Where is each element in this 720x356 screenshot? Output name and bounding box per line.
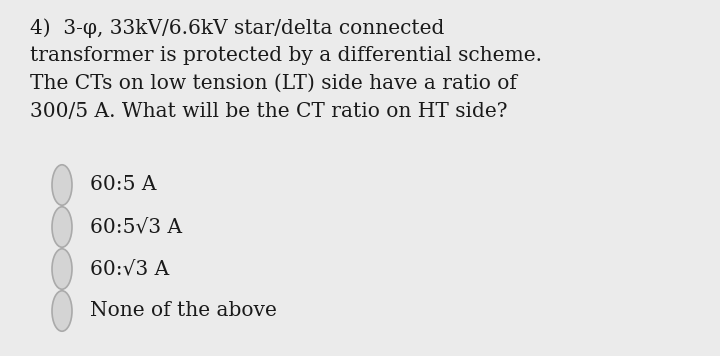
Text: 300/5 A. What will be the CT ratio on HT side?: 300/5 A. What will be the CT ratio on HT… (30, 102, 508, 121)
Text: 60:√3 A: 60:√3 A (90, 260, 169, 278)
Text: transformer is protected by a differential scheme.: transformer is protected by a differenti… (30, 46, 542, 65)
Ellipse shape (52, 291, 72, 331)
Ellipse shape (52, 207, 72, 247)
Text: 60:5 A: 60:5 A (90, 176, 156, 194)
Ellipse shape (52, 249, 72, 289)
Text: 60:5√3 A: 60:5√3 A (90, 218, 182, 236)
Text: 4)  3-φ, 33kV/6.6kV star/delta connected: 4) 3-φ, 33kV/6.6kV star/delta connected (30, 18, 444, 38)
Ellipse shape (52, 165, 72, 205)
Text: None of the above: None of the above (90, 302, 277, 320)
Text: The CTs on low tension (LT) side have a ratio of: The CTs on low tension (LT) side have a … (30, 74, 517, 93)
